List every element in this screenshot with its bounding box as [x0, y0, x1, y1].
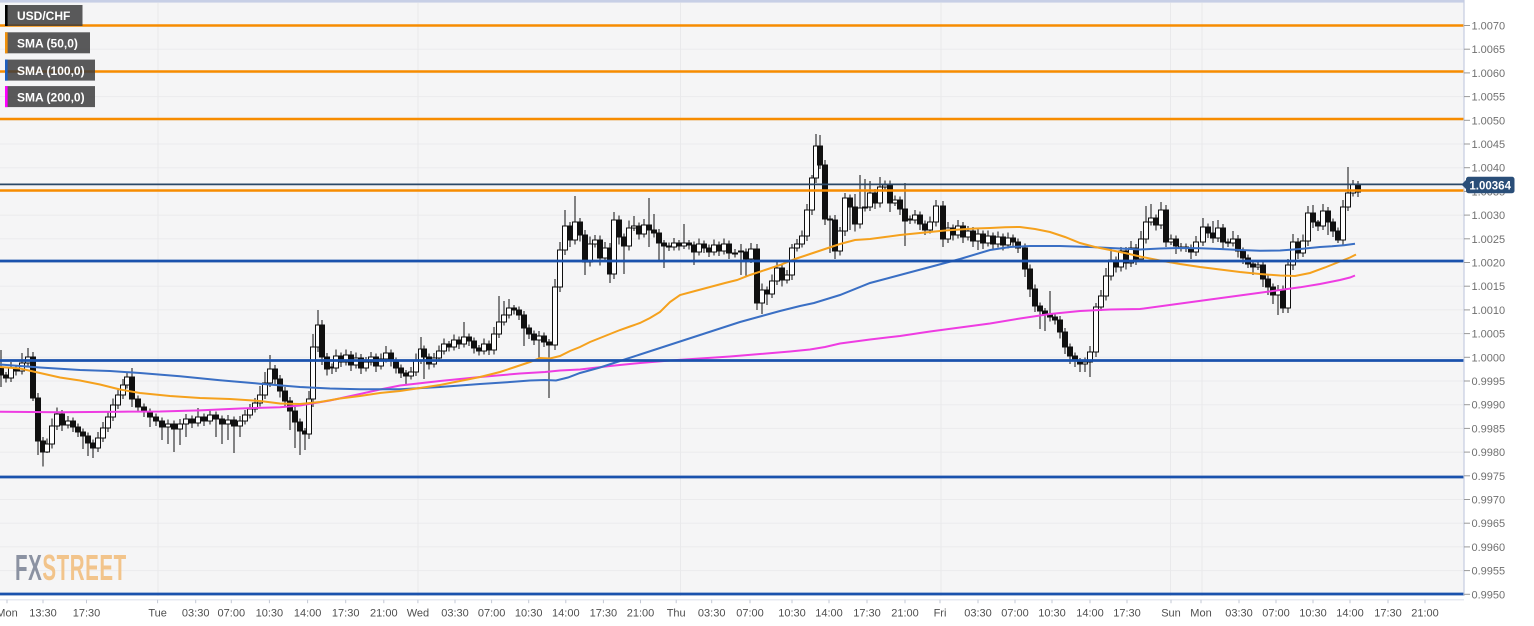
svg-text:1.0040: 1.0040 — [1472, 163, 1506, 175]
svg-text:03:30: 03:30 — [441, 608, 469, 620]
svg-text:1.0005: 1.0005 — [1472, 329, 1506, 341]
svg-text:14:00: 14:00 — [815, 608, 843, 620]
svg-text:SMA (50,0): SMA (50,0) — [17, 37, 78, 51]
svg-text:FXSTREET: FXSTREET — [15, 548, 127, 589]
svg-text:1.0065: 1.0065 — [1472, 44, 1506, 56]
svg-text:1.0060: 1.0060 — [1472, 68, 1506, 80]
svg-text:14:00: 14:00 — [552, 608, 580, 620]
svg-text:1.0055: 1.0055 — [1472, 92, 1506, 104]
svg-text:17:30: 17:30 — [590, 608, 618, 620]
svg-text:0.9980: 0.9980 — [1472, 447, 1506, 459]
svg-text:Mon: Mon — [1190, 608, 1211, 620]
svg-text:1.0070: 1.0070 — [1472, 21, 1506, 33]
svg-text:03:30: 03:30 — [182, 608, 210, 620]
svg-text:USD/CHF: USD/CHF — [17, 9, 70, 23]
svg-text:Sun: Sun — [1161, 608, 1181, 620]
svg-text:1.0030: 1.0030 — [1472, 210, 1506, 222]
svg-text:17:30: 17:30 — [1113, 608, 1141, 620]
svg-text:SMA (100,0): SMA (100,0) — [17, 64, 85, 78]
svg-text:07:00: 07:00 — [736, 608, 764, 620]
svg-text:03:30: 03:30 — [964, 608, 992, 620]
svg-text:17:30: 17:30 — [332, 608, 360, 620]
svg-text:0.9990: 0.9990 — [1472, 400, 1506, 412]
svg-text:10:30: 10:30 — [1299, 608, 1327, 620]
svg-text:10:30: 10:30 — [778, 608, 806, 620]
svg-text:Tue: Tue — [148, 608, 167, 620]
svg-text:21:00: 21:00 — [891, 608, 919, 620]
svg-text:10:30: 10:30 — [1038, 608, 1066, 620]
svg-text:07:00: 07:00 — [1262, 608, 1290, 620]
svg-text:1.0000: 1.0000 — [1472, 352, 1506, 364]
svg-text:1.00364: 1.00364 — [1469, 180, 1511, 192]
svg-text:Wed: Wed — [407, 608, 429, 620]
svg-text:1.0025: 1.0025 — [1472, 234, 1506, 246]
svg-text:10:30: 10:30 — [256, 608, 284, 620]
svg-text:1.0020: 1.0020 — [1472, 258, 1506, 270]
svg-text:14:00: 14:00 — [1076, 608, 1104, 620]
svg-text:1.0010: 1.0010 — [1472, 305, 1506, 317]
svg-text:14:00: 14:00 — [1336, 608, 1364, 620]
svg-text:03:30: 03:30 — [698, 608, 726, 620]
svg-text:1.0050: 1.0050 — [1472, 115, 1506, 127]
svg-text:17:30: 17:30 — [73, 608, 101, 620]
svg-text:07:00: 07:00 — [1001, 608, 1029, 620]
svg-text:0.9960: 0.9960 — [1472, 542, 1506, 554]
svg-text:07:00: 07:00 — [478, 608, 506, 620]
svg-text:13:30: 13:30 — [29, 608, 57, 620]
svg-text:SMA (200,0): SMA (200,0) — [17, 90, 85, 104]
svg-text:21:00: 21:00 — [1411, 608, 1439, 620]
svg-text:Fri: Fri — [934, 608, 947, 620]
svg-text:21:00: 21:00 — [370, 608, 398, 620]
svg-text:0.9955: 0.9955 — [1472, 566, 1506, 578]
svg-text:1.0045: 1.0045 — [1472, 139, 1506, 151]
svg-text:17:30: 17:30 — [853, 608, 881, 620]
svg-text:Thu: Thu — [667, 608, 686, 620]
svg-text:03:30: 03:30 — [1225, 608, 1253, 620]
svg-text:21:00: 21:00 — [627, 608, 655, 620]
svg-text:0.9975: 0.9975 — [1472, 471, 1506, 483]
svg-text:0.9965: 0.9965 — [1472, 518, 1506, 530]
svg-text:14:00: 14:00 — [294, 608, 322, 620]
svg-text:0.9985: 0.9985 — [1472, 423, 1506, 435]
svg-text:Mon: Mon — [0, 608, 18, 620]
svg-text:17:30: 17:30 — [1374, 608, 1402, 620]
svg-text:10:30: 10:30 — [515, 608, 543, 620]
svg-text:1.0015: 1.0015 — [1472, 281, 1506, 293]
svg-text:0.9970: 0.9970 — [1472, 495, 1506, 507]
svg-text:0.9950: 0.9950 — [1472, 589, 1506, 601]
svg-text:07:00: 07:00 — [218, 608, 246, 620]
svg-text:0.9995: 0.9995 — [1472, 376, 1506, 388]
